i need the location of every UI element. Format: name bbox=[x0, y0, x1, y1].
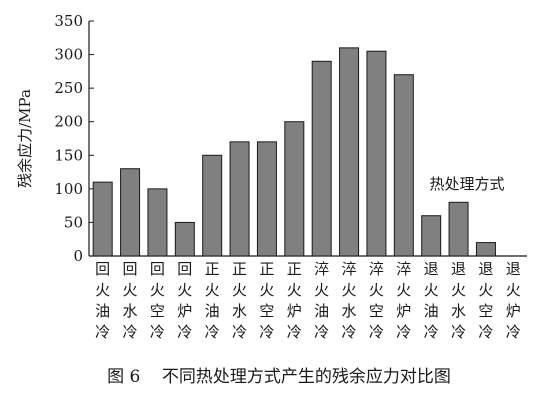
x-tick-label: 正火油冷 bbox=[205, 260, 220, 341]
x-tick-label: 正火炉冷 bbox=[287, 260, 302, 341]
bar bbox=[202, 154, 223, 257]
y-tick-label: 0 bbox=[73, 247, 83, 265]
bars bbox=[92, 47, 496, 257]
y-axis: 0 50 100 150 200 250 300 350 bbox=[54, 12, 527, 265]
y-tick-label: 150 bbox=[54, 146, 83, 164]
x-tick-label: 退火水冷 bbox=[451, 260, 466, 341]
bar bbox=[393, 74, 414, 257]
bar bbox=[256, 141, 277, 257]
y-tick-label: 50 bbox=[64, 213, 83, 231]
x-tick-label: 回火炉冷 bbox=[177, 260, 192, 341]
bar bbox=[174, 221, 195, 257]
y-axis-label: 残余应力/MPa bbox=[16, 89, 34, 188]
x-tick-label: 回火油冷 bbox=[95, 260, 110, 341]
bar bbox=[120, 168, 141, 257]
x-tick-label: 淬火油冷 bbox=[314, 260, 329, 341]
bar bbox=[366, 50, 387, 257]
x-tick-label: 退火炉冷 bbox=[506, 260, 521, 341]
bar bbox=[475, 242, 496, 257]
bar bbox=[311, 60, 332, 257]
x-tick-label: 退火空冷 bbox=[478, 260, 493, 341]
y-tick-label: 100 bbox=[54, 180, 83, 198]
x-tick-label: 正火水冷 bbox=[232, 260, 247, 341]
x-tick-label: 淬火水冷 bbox=[342, 260, 357, 341]
bar bbox=[147, 188, 168, 257]
legend-label: 热处理方式 bbox=[429, 175, 504, 193]
x-tick-label: 退火油冷 bbox=[424, 260, 439, 341]
bar bbox=[284, 121, 305, 257]
y-tick-label: 350 bbox=[54, 12, 83, 30]
x-tick-label: 回火空冷 bbox=[150, 260, 165, 341]
bar bbox=[229, 141, 250, 257]
bar bbox=[339, 47, 360, 257]
bar bbox=[448, 201, 469, 257]
x-tick-labels: 回火油冷回火水冷回火空冷回火炉冷正火油冷正火水冷正火空冷正火炉冷淬火油冷淬火水冷… bbox=[95, 260, 521, 341]
x-tick-label: 回火水冷 bbox=[123, 260, 138, 341]
figure-caption: 图 6 不同热处理方式产生的残余应力对比图 bbox=[107, 367, 451, 387]
y-tick-label: 200 bbox=[54, 113, 83, 131]
x-tick-label: 正火空冷 bbox=[259, 260, 274, 341]
x-tick-label: 淬火炉冷 bbox=[396, 260, 411, 341]
bar bbox=[421, 215, 442, 257]
y-tick-label: 300 bbox=[54, 46, 83, 64]
bar bbox=[92, 181, 113, 257]
y-tick-label: 250 bbox=[54, 79, 83, 97]
x-tick-label: 淬火空冷 bbox=[369, 260, 384, 341]
